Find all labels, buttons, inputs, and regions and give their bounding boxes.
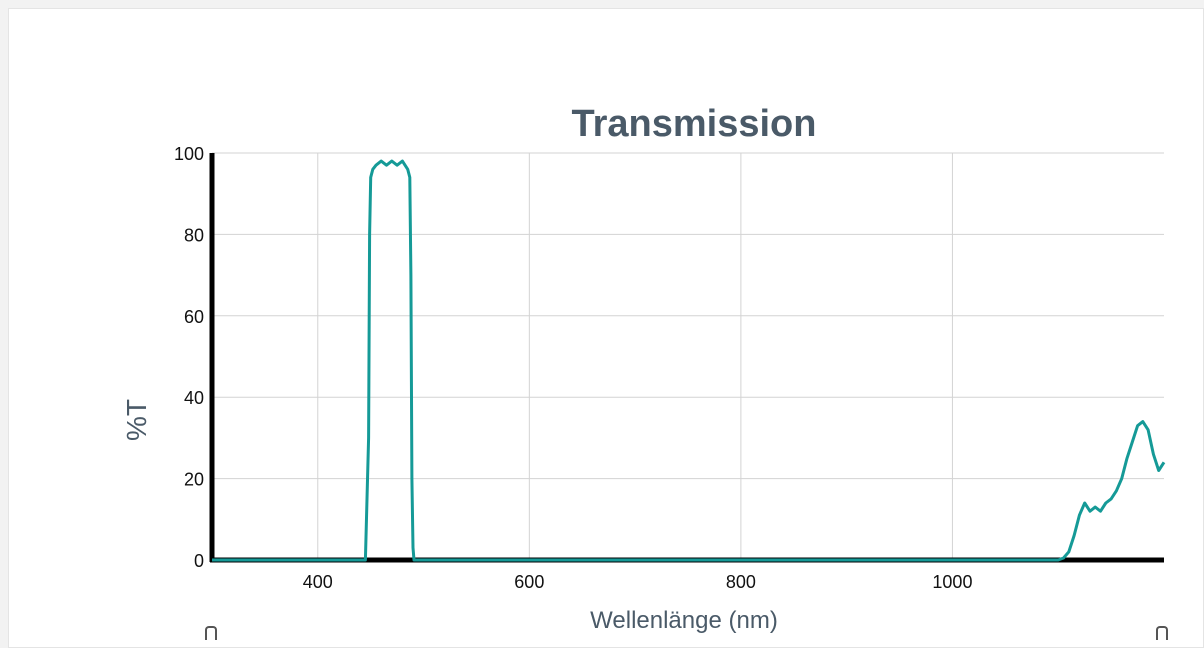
- y-tick-label: 80: [184, 225, 204, 245]
- x-tick-label: 1000: [932, 572, 972, 592]
- y-tick-label: 20: [184, 470, 204, 490]
- y-tick-label: 40: [184, 388, 204, 408]
- x-tick-label: 800: [726, 572, 756, 592]
- chart-title: Transmission: [571, 103, 817, 145]
- resize-handle-right-icon[interactable]: [1156, 626, 1168, 640]
- x-axis-label: Wellenlänge (nm): [590, 607, 778, 634]
- resize-handle-left-icon[interactable]: [205, 626, 217, 640]
- y-tick-label: 0: [194, 551, 204, 571]
- x-tick-label: 600: [514, 572, 544, 592]
- y-tick-label: 60: [184, 307, 204, 327]
- chart-card: Transmission: [8, 8, 1204, 648]
- series-line: [212, 159, 1166, 562]
- y-tick-label: 100: [174, 144, 204, 164]
- y-axis-label: %T: [121, 399, 152, 441]
- x-tick-label: 400: [303, 572, 333, 592]
